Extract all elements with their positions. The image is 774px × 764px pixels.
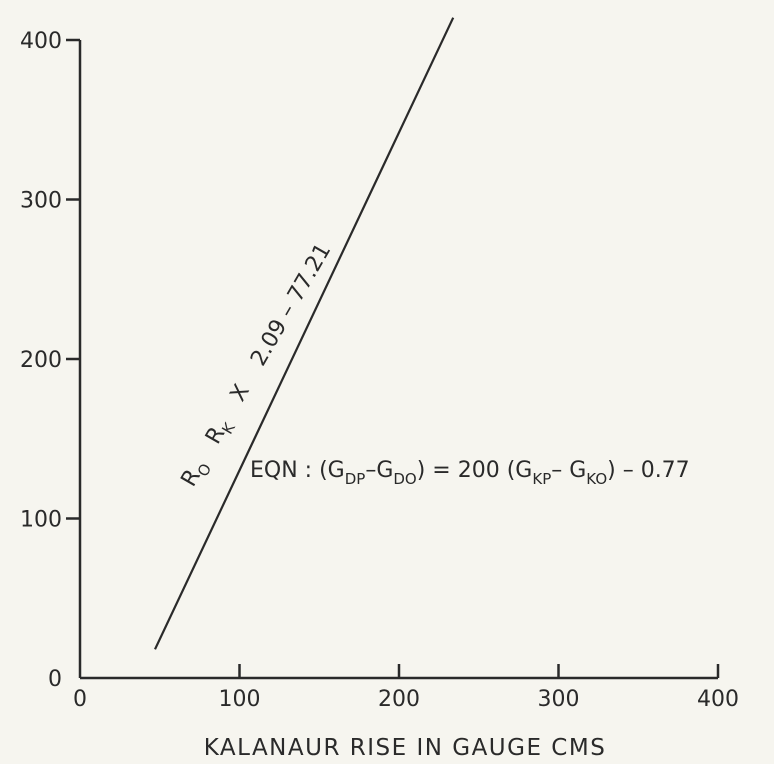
y-tick-label: 100 bbox=[20, 508, 62, 533]
line-label: RORKX2.09 – 77.21 bbox=[177, 239, 340, 493]
x-tick-label: 0 bbox=[73, 687, 87, 712]
y-tick-label: 400 bbox=[20, 29, 62, 54]
series bbox=[154, 17, 455, 650]
y-tick-label: 300 bbox=[20, 189, 62, 214]
x-tick-label: 400 bbox=[697, 687, 739, 712]
axes bbox=[78, 40, 718, 680]
line-values-label: 2.09 – 77.21 bbox=[246, 239, 336, 370]
x-axis-label: KALANAUR RISE IN GAUGE CMS bbox=[204, 735, 607, 761]
x-tick-label: 100 bbox=[219, 687, 261, 712]
x-tick-label: 300 bbox=[538, 687, 580, 712]
times-label: X bbox=[226, 380, 255, 406]
y-tick-label: 200 bbox=[20, 348, 62, 373]
equation-annotation: EQN : (GDP–GDO) = 200 (GKP– GKO) – 0.77 bbox=[250, 458, 690, 488]
series-line bbox=[154, 17, 455, 650]
svg-text:RORKX2.09 – 77.21: RORKX2.09 – 77.21 bbox=[177, 239, 340, 493]
y-tick-label: 0 bbox=[48, 667, 62, 692]
ticks: 0 100 200 300 400 0 100 200 300 400 bbox=[20, 29, 739, 712]
x-tick-label: 200 bbox=[378, 687, 420, 712]
